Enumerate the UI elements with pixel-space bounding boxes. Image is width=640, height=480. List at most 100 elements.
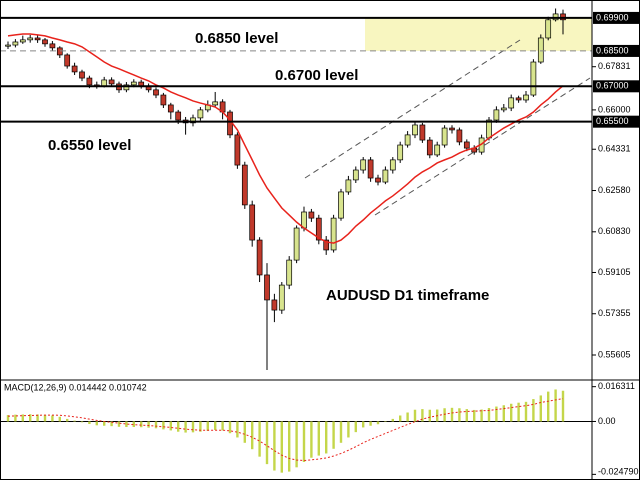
macd-bar — [117, 421, 121, 427]
channel-line — [304, 39, 521, 179]
candle-body — [190, 117, 196, 124]
candle-body — [86, 77, 93, 86]
macd-bar — [73, 420, 76, 422]
macd-bar — [310, 421, 313, 458]
macd-bar — [103, 421, 106, 426]
candle-body — [271, 299, 278, 311]
macd-bar — [43, 414, 47, 422]
candle-body — [64, 54, 71, 67]
level-annotation: 0.6550 level — [48, 137, 131, 154]
macd-bar — [354, 421, 357, 433]
y-tick-label: 0.00 — [598, 416, 616, 426]
macd-bar — [369, 421, 372, 426]
macd-bar — [391, 418, 394, 422]
macd-bar — [332, 421, 335, 449]
macd-bar — [487, 408, 491, 422]
candle-body — [389, 159, 396, 171]
candle-body — [308, 211, 315, 219]
macd-bar — [21, 414, 24, 422]
candle-body — [375, 177, 381, 183]
candle-body — [434, 144, 441, 156]
candle-body — [301, 211, 307, 229]
level-label: 0.67000 — [596, 81, 629, 91]
macd-bar — [413, 409, 417, 422]
macd-bar — [362, 421, 365, 428]
candle-body — [537, 37, 544, 63]
candle-body — [419, 124, 426, 141]
candle-body — [315, 217, 322, 241]
candle-body — [212, 101, 219, 106]
macd-bar — [6, 415, 10, 422]
y-tick-label: 0.59105 — [598, 267, 631, 277]
candle-body — [5, 44, 11, 47]
y-tick-label: 0.016311 — [598, 381, 635, 391]
candle-body — [71, 65, 78, 73]
candle-body — [441, 127, 448, 146]
level-label: 0.68500 — [596, 45, 629, 55]
macd-bar — [66, 418, 69, 422]
macd-bar — [177, 421, 180, 432]
y-tick-label: 0.66000 — [598, 104, 631, 114]
candle-body — [352, 169, 359, 181]
macd-bar — [532, 399, 535, 422]
candle-body — [49, 43, 56, 49]
macd-bar — [539, 395, 542, 422]
macd-bar — [502, 405, 505, 422]
candle-body — [249, 204, 256, 241]
macd-bar — [243, 421, 246, 443]
level-annotation: 0.6700 level — [275, 67, 358, 84]
moving-average — [7, 33, 564, 244]
price-zone — [365, 17, 592, 51]
zone-layer — [365, 17, 592, 51]
candle-body — [264, 274, 270, 301]
macd-bar — [554, 389, 557, 422]
macd-bar — [214, 421, 217, 430]
candle-body — [345, 179, 352, 193]
macd-bar — [258, 421, 261, 457]
macd-bar — [29, 414, 32, 422]
candle-body — [175, 111, 182, 121]
level-label-bg — [593, 115, 639, 128]
candle-body — [330, 217, 337, 251]
macd-bar — [228, 421, 232, 434]
candle-body — [167, 104, 174, 113]
candle-body — [278, 284, 285, 311]
macd-bar — [288, 421, 291, 472]
macd-bar — [273, 421, 276, 471]
level-label: 0.65500 — [596, 116, 629, 126]
candle-body — [323, 239, 330, 251]
macd-bar — [495, 406, 498, 422]
candle-body — [463, 141, 470, 149]
y-tick-label: 0.57355 — [598, 308, 631, 318]
candle-body — [412, 124, 418, 136]
candle-body — [500, 107, 507, 111]
macd-bar — [347, 421, 350, 438]
candle-body — [256, 239, 263, 276]
candle-body — [34, 37, 41, 41]
candle-body — [130, 81, 137, 86]
macd-bar — [524, 401, 528, 422]
candle-body — [449, 127, 455, 131]
candle-body — [560, 13, 566, 21]
candle-body — [123, 84, 130, 91]
macd-bar — [384, 421, 387, 422]
macd-bar — [162, 421, 165, 430]
macd-bar — [36, 414, 39, 422]
macd-bar — [88, 421, 91, 425]
candle-body — [108, 79, 115, 85]
macd-bar — [480, 409, 483, 422]
candle-body — [367, 159, 374, 179]
macd-title: MACD(12,26,9) 0.014442 0.010742 — [4, 382, 147, 392]
candle-body — [101, 79, 108, 87]
macd-bar — [51, 415, 54, 422]
candle-body — [493, 109, 500, 121]
candle-body — [523, 94, 529, 101]
candle-body — [545, 19, 552, 39]
candle-body — [515, 97, 522, 101]
macd-bar — [110, 421, 113, 427]
macd-bar — [191, 421, 195, 433]
macd-bar — [199, 421, 202, 432]
macd-bar — [428, 409, 431, 422]
macd-bar — [406, 412, 409, 422]
macd-bar — [325, 421, 328, 454]
